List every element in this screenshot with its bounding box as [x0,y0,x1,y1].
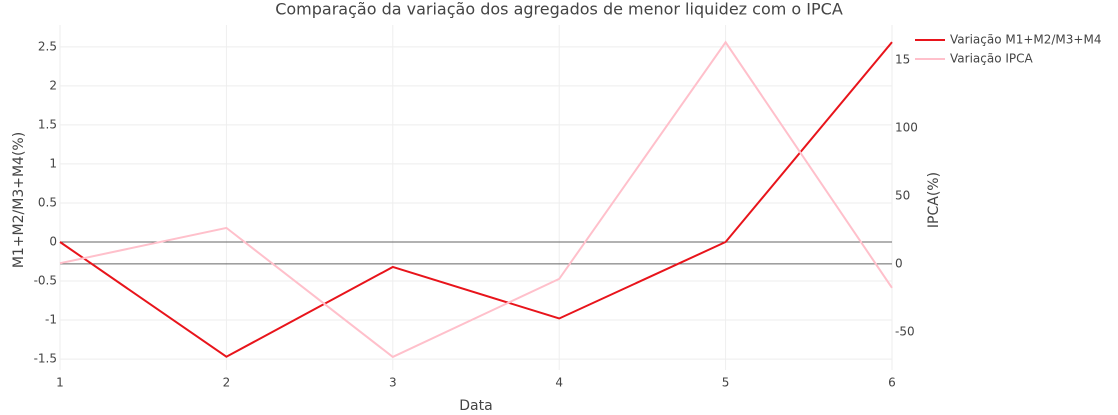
y-axis-label: M1+M2/M3+M4(%) [11,132,27,268]
y-tick-label: -1.5 [34,352,57,366]
y2-tick-label: -50 [895,324,915,338]
series-line [59,40,893,359]
x-tick-label: 6 [888,376,896,390]
x-tick-label: 2 [223,376,231,390]
y-tick-label: -1 [45,313,57,327]
x-tick-label: 1 [56,376,64,390]
x-tick-label: 3 [389,376,397,390]
y2-tick-label: 15 [895,52,910,66]
legend-label: Variação IPCA [950,52,1034,66]
y-tick-label: 1.5 [38,117,57,131]
chart-title: Comparação da variação dos agregados de … [275,0,843,19]
y2-tick-label: 0 [895,256,903,270]
x-tick-label: 4 [555,376,563,390]
y2-tick-label: 50 [895,188,910,202]
y2-axis-label: IPCA(%) [926,172,942,228]
y-tick-label: -0.5 [34,274,57,288]
y-tick-label: 2.5 [38,39,57,53]
x-tick-label: 5 [722,376,730,390]
y-tick-label: 1 [49,156,57,170]
y-tick-label: 2 [49,78,57,92]
y-tick-label: 0 [49,234,57,248]
x-axis-label: Data [459,398,492,414]
legend-label: Variação M1+M2/M3+M4 [950,33,1101,47]
y2-tick-label: 100 [895,120,918,134]
series-line [59,41,893,358]
y-tick-label: 0.5 [38,195,57,209]
